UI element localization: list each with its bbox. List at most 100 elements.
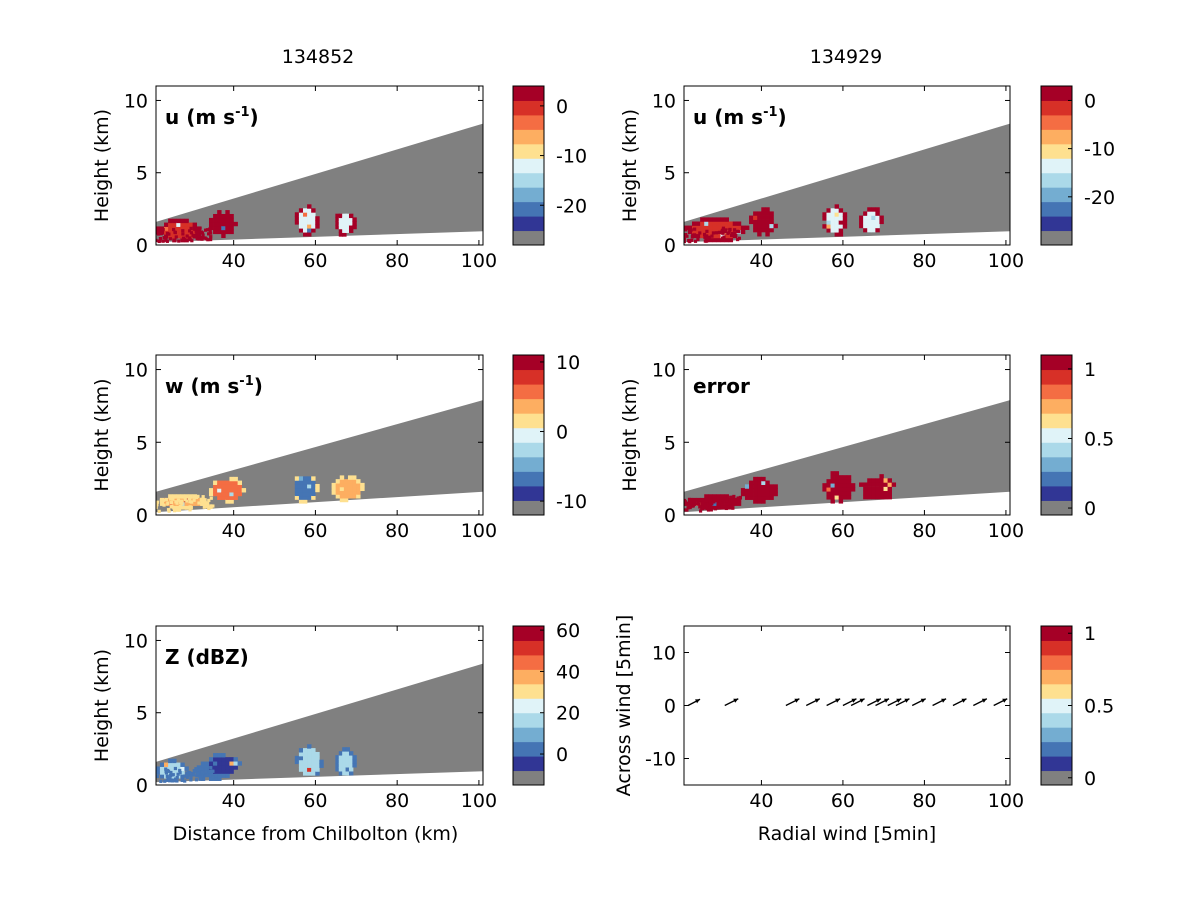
echo-pixel (298, 495, 304, 500)
echo-pixel (871, 219, 876, 225)
echo-pixel (838, 487, 844, 492)
echo-pixel (205, 228, 210, 232)
y-tick-label: 10 (124, 90, 148, 112)
echo-pixel (307, 763, 312, 768)
echo-pixel (213, 213, 218, 219)
colorbar-swatch (513, 384, 544, 400)
echo-pixel (184, 230, 189, 235)
echo-pixel (225, 488, 230, 493)
echo-pixel (233, 221, 238, 227)
echo-pixel (871, 478, 876, 483)
echo-pixel (684, 502, 688, 506)
echo-pixel (871, 223, 876, 229)
echo-pixel (168, 234, 173, 239)
echo-pixel (887, 490, 892, 496)
echo-pixel (176, 772, 180, 776)
echo-pixel (307, 204, 312, 209)
echo-pixel (749, 488, 754, 493)
echo-pixel (352, 755, 357, 760)
echo-pixel (339, 475, 345, 480)
echo-pixel (172, 501, 177, 506)
colorbar-swatch (1041, 626, 1072, 641)
arrow-head (814, 698, 820, 703)
echo-pixel (199, 777, 203, 781)
echo-pixel (217, 491, 222, 497)
echo-pixel (891, 482, 897, 487)
echo-pixel (696, 237, 700, 242)
echo-pixel (195, 774, 199, 778)
echo-pixel (871, 211, 876, 216)
echo-pixel (724, 506, 728, 511)
echo-pixel (343, 494, 349, 499)
echo-pixel (200, 774, 204, 778)
echo-pixel (736, 225, 742, 230)
colorbar-tick-label: 0 (556, 96, 568, 118)
echo-pixel (338, 213, 344, 219)
echo-pixel (689, 228, 693, 232)
echo-pixel (822, 224, 827, 229)
echo-pixel (315, 220, 320, 225)
echo-pixel (729, 504, 733, 508)
echo-pixel (315, 771, 320, 776)
echo-pixel (298, 228, 304, 233)
echo-pixel (176, 218, 181, 224)
echo-pixel (200, 236, 204, 240)
echo-pixel (761, 495, 766, 500)
echo-pixel (204, 501, 210, 506)
echo-pixel (834, 479, 840, 484)
echo-pixel (769, 219, 774, 225)
x-tick-label: 100 (988, 790, 1024, 812)
echo-region (335, 747, 357, 776)
y-tick-label: 10 (652, 90, 676, 112)
echo-pixel (225, 217, 230, 223)
echo-pixel (684, 232, 688, 237)
echo-pixel (343, 490, 349, 495)
colorbar-tick-label: 40 (556, 661, 580, 683)
panel-label-part: -1 (239, 374, 253, 389)
echo-pixel (164, 497, 169, 502)
echo-pixel (773, 491, 778, 497)
echo-pixel (229, 495, 234, 500)
echo-pixel (311, 759, 316, 765)
echo-pixel (879, 490, 884, 496)
echo-pixel (225, 499, 230, 504)
echo-pixel (229, 765, 234, 770)
colorbar-swatch (513, 727, 544, 743)
echo-pixel (753, 211, 758, 216)
echo-pixel (311, 212, 316, 217)
echo-pixel (225, 221, 230, 227)
echo-pixel (311, 224, 316, 229)
echo-pixel (348, 213, 354, 219)
echo-pixel (704, 237, 708, 241)
echo-pixel (838, 216, 844, 221)
echo-pixel (311, 491, 316, 497)
colorbar-tick-label: 0.5 (1084, 696, 1114, 718)
echo-pixel (338, 771, 344, 776)
echo-pixel (859, 215, 864, 220)
echo-pixel (199, 230, 203, 234)
echo-pixel (183, 779, 187, 783)
echo-pixel (183, 774, 187, 778)
wind-arrow (993, 698, 1008, 707)
echo-pixel (221, 753, 226, 758)
colorbar-tick-label: 1 (1084, 623, 1096, 645)
echo-pixel (707, 498, 711, 502)
echo-pixel (189, 231, 194, 235)
echo-pixel (345, 763, 350, 768)
echo-pixel (184, 494, 189, 499)
echo-pixel (302, 208, 308, 213)
echo-pixel (757, 499, 762, 504)
echo-pixel (724, 237, 729, 243)
echo-pixel (691, 501, 697, 506)
echo-pixel (838, 228, 844, 233)
echo-pixel (356, 479, 361, 484)
echo-pixel (225, 480, 230, 485)
echo-pixel (338, 767, 344, 772)
echo-pixel (213, 217, 218, 223)
echo-pixel (208, 217, 214, 223)
echo-pixel (237, 761, 242, 766)
echo-pixel (225, 765, 230, 770)
echo-pixel (190, 500, 194, 504)
echo-pixel (725, 498, 729, 503)
